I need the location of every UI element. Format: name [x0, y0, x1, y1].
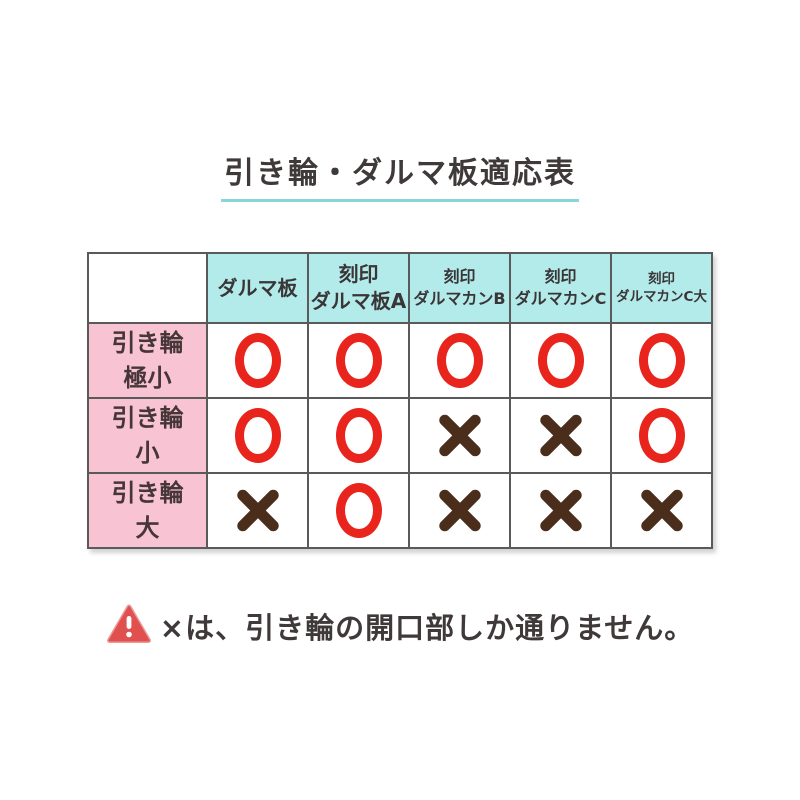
row-header-label: 引き輪: [111, 328, 184, 357]
compatibility-mark: [335, 483, 382, 538]
column-header-label: 刻印: [648, 270, 675, 287]
column-header-kokuin-daruma-ita-a: 刻印 ダルマ板A: [307, 252, 410, 324]
table-cell: [610, 472, 713, 549]
table-row-hikiwa-sho: 引き輪 小: [87, 397, 713, 474]
footnote: ×は、引き輪の開口部しか通りません。: [0, 603, 800, 649]
title-area: 引き輪・ダルマ板適応表: [0, 0, 800, 202]
table-cell: [408, 472, 511, 549]
column-header-label: ダルマ板: [217, 275, 298, 300]
compatibility-table: ダルマ板 刻印 ダルマ板A 刻印 ダルマカンB 刻印 ダルマカンC 刻印 ダルマ…: [87, 252, 713, 549]
compatibility-mark: [438, 489, 482, 533]
table-cell: [610, 397, 713, 474]
column-header-label: 刻印: [443, 267, 476, 287]
compatibility-mark: [638, 408, 685, 463]
table-cell: [408, 322, 511, 399]
table-cell: [509, 397, 612, 474]
compatibility-mark: [236, 489, 280, 533]
table-cell: [206, 322, 309, 399]
table-cell: [206, 397, 309, 474]
compatibility-mark: [234, 333, 281, 388]
row-header-hikiwa-sho: 引き輪 小: [87, 397, 208, 474]
warning-triangle-icon: [106, 603, 152, 649]
row-header-label: 大: [135, 513, 160, 542]
row-header-label: 極小: [123, 363, 172, 392]
compatibility-mark: [234, 408, 281, 463]
compatibility-mark: [539, 489, 583, 533]
table-row-hikiwa-gokusho: 引き輪 極小: [87, 322, 713, 399]
column-header-kokuin-darumakan-c-dai: 刻印 ダルマカンC大: [610, 252, 713, 324]
column-header-kokuin-darumakan-c: 刻印 ダルマカンC: [509, 252, 612, 324]
compatibility-mark: [438, 414, 482, 458]
table-cell: [610, 322, 713, 399]
table-row-hikiwa-dai: 引き輪 大: [87, 472, 713, 549]
column-header-label: ダルマ板A: [310, 289, 407, 313]
table-cell: [307, 322, 410, 399]
row-header-hikiwa-gokusho: 引き輪 極小: [87, 322, 208, 399]
column-header-label: ダルマカンB: [413, 289, 506, 308]
row-header-label: 引き輪: [111, 403, 184, 432]
table-cell: [206, 472, 309, 549]
table-cell: [307, 397, 410, 474]
row-header-hikiwa-dai: 引き輪 大: [87, 472, 208, 549]
page-title: 引き輪・ダルマ板適応表: [221, 148, 579, 202]
compatibility-mark: [539, 414, 583, 458]
footnote-text: ×は、引き輪の開口部しか通りません。: [159, 611, 695, 645]
compatibility-mark: [638, 333, 685, 388]
corner-cell: [87, 252, 208, 324]
table-cell: [509, 322, 612, 399]
table-cell: [307, 472, 410, 549]
compatibility-mark: [537, 333, 584, 388]
header-row: ダルマ板 刻印 ダルマ板A 刻印 ダルマカンB 刻印 ダルマカンC 刻印 ダルマ…: [87, 252, 713, 324]
column-header-kokuin-darumakan-b: 刻印 ダルマカンB: [408, 252, 511, 324]
column-header-label: 刻印: [544, 267, 577, 287]
row-header-label: 小: [135, 438, 160, 467]
column-header-label: ダルマカンC: [514, 289, 607, 308]
compatibility-mark: [335, 333, 382, 388]
compatibility-mark: [436, 333, 483, 388]
column-header-daruma-ita: ダルマ板: [206, 252, 309, 324]
table-cell: [408, 397, 511, 474]
table-cell: [509, 472, 612, 549]
row-header-label: 引き輪: [111, 478, 184, 507]
column-header-label: ダルマカンC大: [616, 289, 707, 305]
compatibility-mark: [640, 489, 684, 533]
column-header-label: 刻印: [338, 262, 379, 286]
compatibility-mark: [335, 408, 382, 463]
